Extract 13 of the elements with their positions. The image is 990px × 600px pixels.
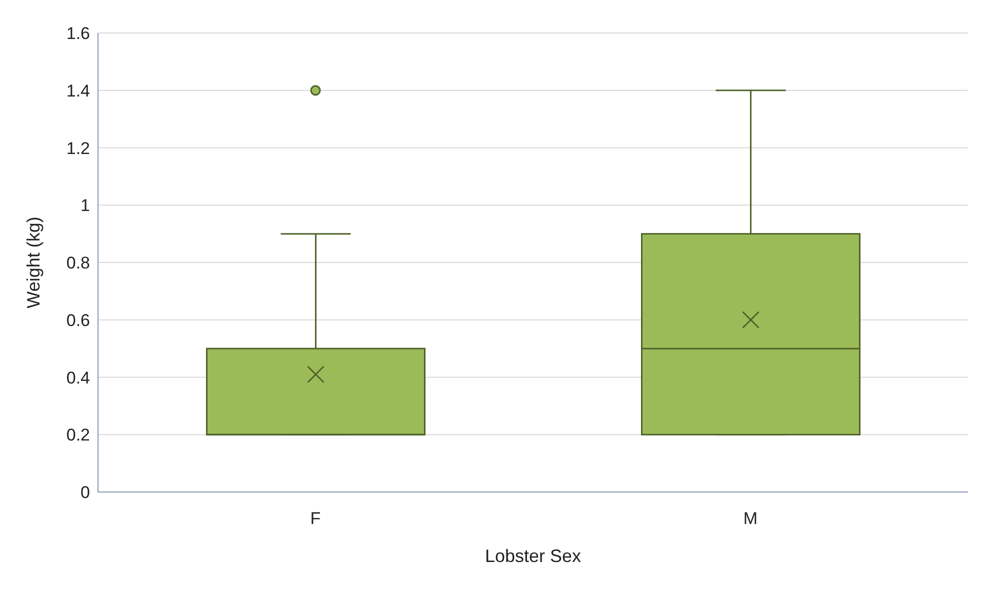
y-tick-label: 0.8 [66,254,90,273]
y-tick-label: 0.2 [66,426,90,445]
y-tick-label: 1.6 [66,24,90,44]
x-tick-label: M [743,509,758,528]
y-tick-label: 0.6 [66,310,90,330]
y-tick-label: 1.2 [66,138,90,158]
y-tick-label: 1.4 [66,81,90,100]
y-tick-label: 0.4 [66,368,90,388]
y-tick-label: 1 [80,196,90,216]
y-axis-title: Weight (kg) [23,216,44,308]
x-axis-title: Lobster Sex [484,546,582,566]
x-tick-label: F [310,509,321,528]
y-tick-label: 0 [80,483,90,502]
